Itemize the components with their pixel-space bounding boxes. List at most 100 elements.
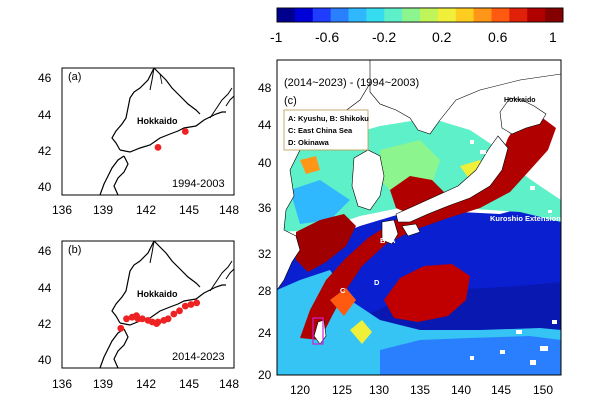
- colorbar-swatch: [277, 8, 296, 22]
- observation-point: [181, 128, 189, 135]
- yellow-fringe: [350, 320, 372, 344]
- observation-point: [138, 315, 146, 323]
- land-russia: [369, 60, 561, 135]
- colorbar-tick-label: 0.6: [488, 29, 508, 45]
- x-tick-label: 130: [369, 383, 389, 397]
- x-tick-label: 140: [451, 383, 471, 397]
- y-tick-label: 28: [258, 284, 272, 298]
- legend-entry: C: East China Sea: [288, 126, 353, 135]
- y-tick-label: 44: [38, 281, 52, 295]
- observation-point: [154, 144, 162, 151]
- observation-point: [117, 324, 125, 332]
- y-tick-label: 42: [38, 144, 52, 158]
- panel-a-points: [154, 128, 189, 151]
- marker-d: D: [374, 278, 380, 287]
- panel-a-place: Hokkaido: [137, 116, 178, 126]
- okinawa-box: [312, 317, 324, 345]
- x-tick-label: 148: [219, 377, 239, 391]
- x-tick-label: 136: [52, 377, 72, 391]
- x-tick-label: 135: [410, 383, 430, 397]
- panel-c-xaxis: 120 125 130 135 140 145 150: [290, 383, 553, 397]
- marker-a: A: [390, 236, 396, 245]
- panel-a-yaxis: 46 44 42 40: [38, 71, 52, 194]
- observation-point: [181, 302, 189, 310]
- observation-point: [153, 320, 161, 327]
- observation-point: [193, 299, 201, 307]
- y-tick-label: 24: [258, 326, 272, 340]
- shelf-red: [296, 214, 356, 272]
- observation-point: [164, 315, 172, 323]
- colorbar-swatch: [294, 8, 314, 22]
- legend-entry: D: Okinawa: [288, 138, 330, 147]
- colorbar-swatch: [312, 8, 331, 22]
- legend-entry: A: Kyushu, B: Shikoku: [288, 114, 369, 123]
- marker-b: B: [380, 236, 386, 245]
- panel-c-legend: A: Kyushu, B: Shikoku C: East China Sea …: [283, 109, 369, 151]
- panel-b-period: 2014-2023: [172, 351, 225, 363]
- y-tick-label: 42: [38, 317, 52, 331]
- nodata-specks: [470, 140, 557, 365]
- observation-point: [170, 310, 178, 318]
- colorbar-swatch: [473, 8, 492, 22]
- panel-b-frame: [61, 240, 235, 369]
- panel-a-frame: [61, 67, 235, 196]
- colorbar-tick-label: 0.2: [432, 29, 452, 45]
- y-tick-label: 44: [258, 118, 272, 132]
- x-tick-label: 120: [290, 383, 310, 397]
- panel-b-xaxis: 136 139 142 145 148: [52, 377, 239, 391]
- panel-a-period: 1994-2003: [172, 178, 225, 190]
- panel-b-points: [117, 299, 201, 332]
- panel-a-coastline: [99, 68, 234, 195]
- y-tick-label: 32: [258, 247, 272, 261]
- panel-b-yaxis: 46 44 42 40: [38, 244, 52, 367]
- kuroshio-label: Kuroshio Extension: [490, 214, 561, 223]
- colorbar-swatch: [545, 8, 564, 22]
- panel-c: (2014~2023) - (1994~2003) (c) A: Kyushu,…: [258, 59, 562, 397]
- observation-point: [176, 307, 183, 315]
- panel-a-xaxis: 136 139 142 145 148: [52, 203, 239, 217]
- colorbar-swatch: [366, 8, 385, 22]
- y-tick-label: 46: [38, 71, 52, 85]
- panel-c-frame: [276, 59, 562, 376]
- panel-b: (b) Hokkaido 2014-2023 46 44 42 40 136 1…: [38, 240, 239, 391]
- okinawa-red-eddy: [384, 264, 470, 322]
- x-tick-label: 139: [93, 203, 113, 217]
- panel-c-yaxis: 48 44 40 36 32 28 24 20: [258, 81, 272, 382]
- colorbar-swatch: [402, 8, 421, 22]
- north-orange-patch: [300, 156, 320, 174]
- y-tick-label: 40: [38, 353, 52, 367]
- south-blue-band: [380, 336, 561, 375]
- y-tick-label: 40: [258, 156, 272, 170]
- colorbar-swatch: [330, 8, 349, 22]
- colorbar-swatch: [509, 8, 528, 22]
- y-tick-label: 48: [258, 81, 272, 95]
- x-tick-label: 145: [491, 383, 511, 397]
- y-tick-label: 20: [258, 368, 272, 382]
- panel-b-place: Hokkaido: [137, 289, 178, 299]
- panel-c-label: (c): [284, 95, 297, 107]
- land-korea: [351, 149, 385, 211]
- orange-fringe: [330, 288, 356, 316]
- marker-c: C: [340, 286, 346, 295]
- colorbar-tick-label: -1: [270, 29, 283, 45]
- colorbar-swatch: [491, 8, 510, 22]
- x-tick-label: 136: [52, 203, 72, 217]
- x-tick-label: 125: [332, 383, 352, 397]
- colorbar-tick-label: 1: [549, 29, 557, 45]
- legend-box: [283, 109, 369, 151]
- colorbar-tick-label: -0.6: [315, 29, 339, 45]
- colorbar-border: [276, 7, 564, 23]
- colorbar-swatch: [348, 8, 367, 22]
- x-tick-label: 139: [93, 377, 113, 391]
- panel-a-label: (a): [68, 71, 81, 83]
- y-tick-label: 46: [38, 244, 52, 258]
- colorbar: -1 -0.6 -0.2 0.2 0.6 1: [270, 7, 564, 45]
- land-hokkaido: [499, 97, 547, 135]
- panel-b-label: (b): [68, 244, 81, 256]
- x-tick-label: 142: [136, 203, 156, 217]
- x-tick-label: 145: [179, 203, 199, 217]
- observation-point: [133, 312, 140, 319]
- colorbar-swatch: [384, 8, 403, 22]
- x-tick-label: 145: [179, 377, 199, 391]
